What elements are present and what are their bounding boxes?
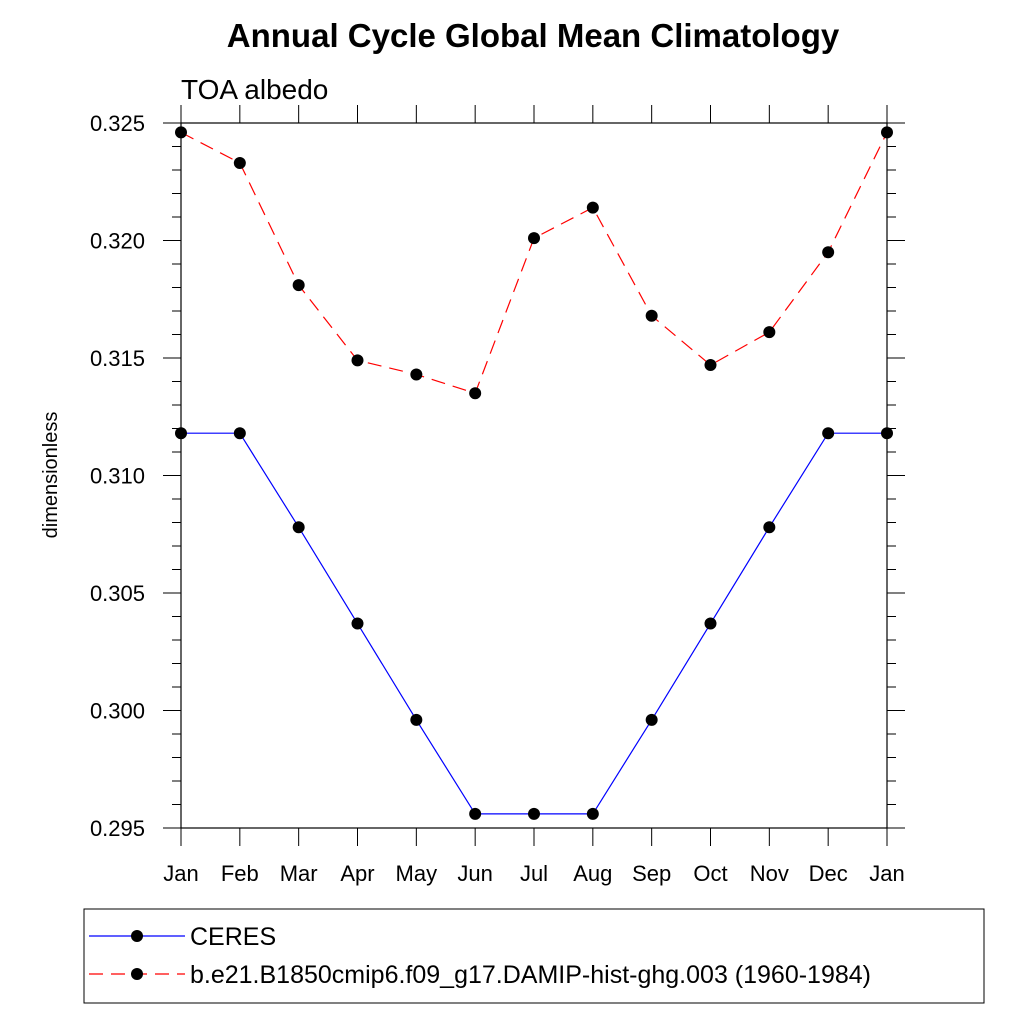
- x-tick-label: Jun: [457, 861, 492, 886]
- x-tick-label: Jan: [163, 861, 198, 886]
- series-1-point: [469, 807, 482, 820]
- y-tick-label: 0.325: [90, 111, 145, 136]
- x-tick-label: Oct: [693, 861, 727, 886]
- series-2-point: [586, 201, 599, 214]
- x-tick-label: Nov: [750, 861, 789, 886]
- x-tick-label: Mar: [280, 861, 318, 886]
- y-tick-label: 0.295: [90, 816, 145, 841]
- chart-title: Annual Cycle Global Mean Climatology: [227, 17, 840, 54]
- y-axis-label: dimensionless: [40, 412, 62, 539]
- series-2-point: [881, 126, 893, 139]
- series-2-point: [410, 368, 423, 381]
- series-2-point: [822, 246, 835, 259]
- y-tick-label: 0.305: [90, 581, 145, 606]
- legend-label-1: CERES: [190, 923, 276, 951]
- series-1-point: [410, 713, 423, 726]
- series-1-point: [233, 427, 246, 440]
- legend-marker-1: [131, 930, 143, 942]
- series-1-point: [645, 713, 658, 726]
- legend-box: [83, 908, 985, 1004]
- x-tick-label: Jan: [869, 861, 904, 886]
- series-2-point: [528, 232, 540, 245]
- series-2-point: [645, 309, 658, 322]
- x-tick-label: Sep: [632, 861, 671, 886]
- series-1-point: [881, 427, 893, 440]
- x-tick-label: Aug: [573, 861, 612, 886]
- series-1-point: [528, 807, 540, 820]
- chart-subtitle: TOA albedo: [181, 74, 328, 105]
- x-tick-label: Apr: [340, 861, 374, 886]
- series-2-point: [763, 326, 776, 339]
- series-1-point: [704, 617, 717, 630]
- plot-area: 0.295 0.300 0.305 0.310 0.315 0.320 0.325 Jan Fe…: [90, 105, 905, 886]
- x-tick-label: Jul: [520, 861, 548, 886]
- series-1-point: [175, 427, 187, 440]
- series-line-2: [180, 131, 888, 394]
- series-2-point: [233, 156, 246, 169]
- x-tick-label: Feb: [221, 861, 259, 886]
- series-1-point: [822, 427, 835, 440]
- series-1-point: [351, 617, 364, 630]
- plot-frame: [180, 122, 888, 829]
- y-tick-label: 0.300: [90, 699, 145, 724]
- series-2-point: [351, 354, 364, 367]
- series-2-point: [469, 387, 482, 400]
- series-line-1: [181, 432, 887, 815]
- series-2-point: [292, 279, 305, 292]
- legend-marker-2: [131, 968, 143, 980]
- x-tick-label: May: [396, 861, 438, 886]
- y-tick-label: 0.315: [90, 346, 145, 371]
- series-1-point: [292, 521, 305, 534]
- series-1-point: [586, 807, 599, 820]
- y-tick-label: 0.320: [90, 229, 145, 254]
- x-tick-label: Dec: [809, 861, 848, 886]
- series-2-point: [175, 126, 187, 139]
- series-2-point: [704, 359, 717, 372]
- series-1-point: [763, 521, 776, 534]
- y-tick-label: 0.310: [90, 464, 145, 489]
- legend-label-2: b.e21.B1850cmip6.f09_g17.DAMIP-hist-ghg.…: [190, 961, 871, 989]
- legend: CERES b.e21.B1850cmip6.f09_g17.DAMIP-hist…: [83, 908, 985, 1004]
